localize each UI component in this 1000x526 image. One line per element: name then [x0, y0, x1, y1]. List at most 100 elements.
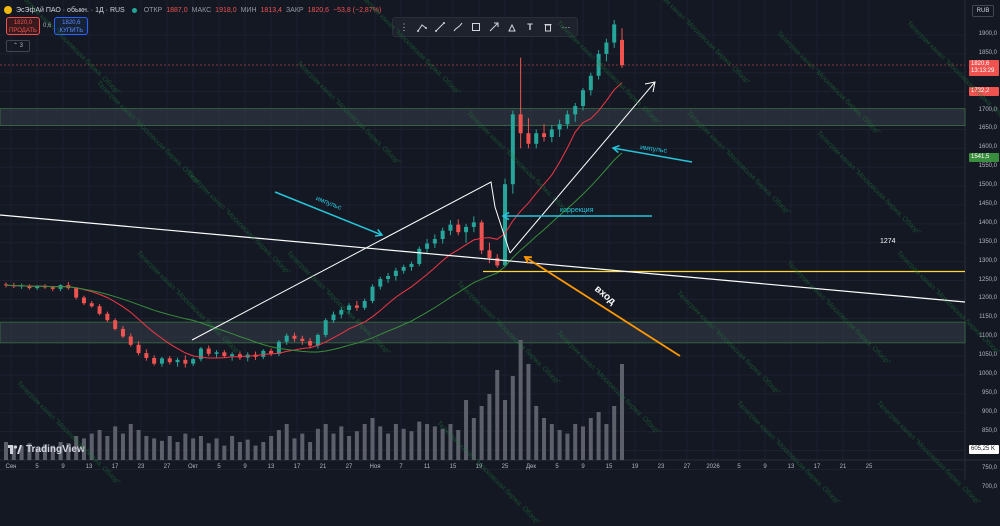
chevron-up-icon: ⌃	[12, 43, 18, 49]
candle-body	[136, 344, 141, 354]
volume-bar	[167, 436, 172, 460]
currency-selector[interactable]: RUB	[972, 5, 994, 17]
time-tick: 21	[839, 464, 847, 470]
candle-body	[4, 284, 8, 286]
highlighter-tool-icon[interactable]	[504, 19, 520, 35]
impulse-path	[191, 181, 511, 341]
volume-bar	[471, 418, 476, 460]
volume-bar	[510, 376, 515, 460]
candle-body	[198, 348, 203, 360]
candle-body	[113, 320, 118, 329]
candle-body	[401, 266, 406, 271]
open-label: ОТКР	[143, 6, 163, 14]
volume-bar	[620, 364, 624, 460]
candle-body	[222, 352, 227, 357]
volume-bar	[347, 436, 352, 460]
candle-body	[74, 288, 79, 298]
time-tick: 15	[605, 464, 613, 470]
trade-buttons: 1820,0 ПРОДАТЬ 0,6 1820,6 КУПИТЬ	[6, 17, 89, 35]
candle-body	[323, 320, 328, 335]
candle-body	[128, 336, 133, 345]
symbol-logo-icon	[4, 6, 12, 14]
volume-bar	[120, 433, 125, 460]
arrow-tool-icon[interactable]	[486, 19, 502, 35]
volume-bar	[432, 426, 437, 460]
time-tick: 5	[737, 464, 741, 470]
volume-bar	[370, 418, 375, 460]
market-status-icon	[131, 7, 137, 13]
candle-body	[565, 114, 570, 125]
volume-bar	[596, 412, 601, 460]
time-tick: Ноя	[369, 464, 381, 470]
candle-body	[573, 106, 578, 115]
drag-handle-icon[interactable]: ⋮	[399, 21, 409, 32]
volume-bar	[35, 448, 40, 460]
candle-body	[347, 305, 352, 311]
volume-bar	[409, 431, 414, 460]
buy-button[interactable]: 1820,6 КУПИТЬ	[54, 17, 89, 35]
symbol-title[interactable]: ЭсЭфАй ПАО · обыкн. · 1Д · RUS	[16, 6, 125, 14]
impulse-arrow-left-head	[374, 228, 384, 237]
time-tick: 27	[163, 464, 171, 470]
price-tick: 1850,0	[978, 49, 997, 56]
time-tick: 23	[657, 464, 665, 470]
rectangle-tool-icon[interactable]	[468, 19, 484, 35]
candle-body	[393, 270, 398, 277]
sell-button[interactable]: 1820,0 ПРОДАТЬ	[6, 17, 40, 35]
candle-body	[378, 279, 383, 287]
more-icon[interactable]: ···	[561, 22, 571, 32]
indicators-count: 3	[19, 43, 24, 49]
trend-line-tool-icon[interactable]	[432, 19, 448, 35]
close-label: ЗАКР	[285, 6, 304, 14]
volume-bar	[456, 430, 461, 460]
volume-bar	[331, 433, 336, 460]
candle-body	[159, 358, 164, 364]
candle-body	[237, 354, 242, 358]
candle-body	[425, 243, 430, 249]
volume-bar	[222, 445, 227, 460]
volume-bar	[175, 442, 180, 460]
change-value: −53,8 (−2,87%)	[333, 6, 382, 14]
candle-body	[120, 328, 125, 337]
impulse-arrow-right	[612, 147, 693, 163]
tradingview-logo[interactable]: TradingView	[8, 444, 85, 455]
volume-bar	[230, 436, 235, 460]
volume-bar	[74, 436, 79, 460]
level-1274-label: 1274	[880, 238, 896, 245]
volume-bar	[323, 424, 328, 460]
trend-line	[0, 214, 966, 303]
candle-body	[81, 297, 86, 304]
time-tick: 17	[813, 464, 821, 470]
volume-bar	[183, 433, 188, 460]
volume-bar	[557, 430, 562, 460]
candle-body	[604, 42, 609, 54]
volume-bar	[354, 431, 359, 460]
candle-body	[331, 314, 336, 321]
entry-arrow	[524, 256, 681, 357]
price-tick: 750,0	[981, 465, 997, 472]
volume-bar	[191, 438, 196, 460]
ma-slow-line	[5, 152, 623, 353]
time-tick: 9	[243, 464, 247, 470]
volume-bar	[588, 418, 593, 460]
path-tool-icon[interactable]	[414, 19, 430, 35]
time-tick: 5	[217, 464, 221, 470]
volume-bar	[425, 424, 430, 460]
candle-body	[432, 239, 437, 244]
trash-icon[interactable]	[540, 19, 556, 35]
time-tick: 19	[475, 464, 483, 470]
candle-body	[448, 224, 453, 231]
indicators-toggle[interactable]: ⌃ 3	[6, 40, 30, 52]
brush-tool-icon[interactable]	[450, 19, 466, 35]
price-chart[interactable]	[0, 0, 1000, 480]
candle-body	[144, 353, 149, 358]
volume-bar	[113, 426, 118, 460]
time-tick: 25	[501, 464, 509, 470]
price-tick: 1500,0	[978, 182, 997, 189]
text-tool-icon[interactable]: T	[527, 22, 533, 32]
price-tick: 1100,0	[979, 333, 997, 340]
tradingview-logo-icon	[8, 445, 22, 454]
candle-body	[581, 90, 586, 107]
candle-body	[191, 359, 196, 364]
